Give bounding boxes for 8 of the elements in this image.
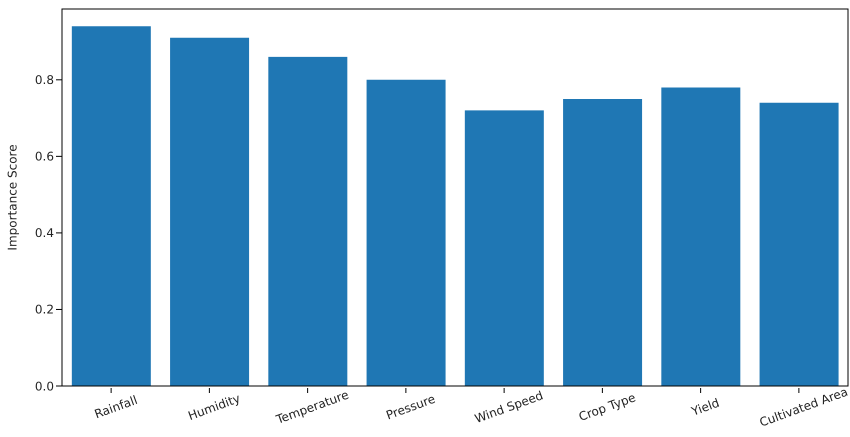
y-tick-label: 0.2: [34, 302, 54, 317]
y-axis-title: Importance Score: [5, 144, 20, 251]
x-tick-label: Yield: [688, 396, 722, 419]
y-tick-label: 0.0: [34, 379, 54, 394]
y-tick-label: 0.8: [34, 73, 54, 88]
x-tick-label: Crop Type: [576, 390, 638, 424]
y-tick-label: 0.4: [34, 226, 54, 240]
y-tick-label: 0.6: [34, 150, 54, 164]
